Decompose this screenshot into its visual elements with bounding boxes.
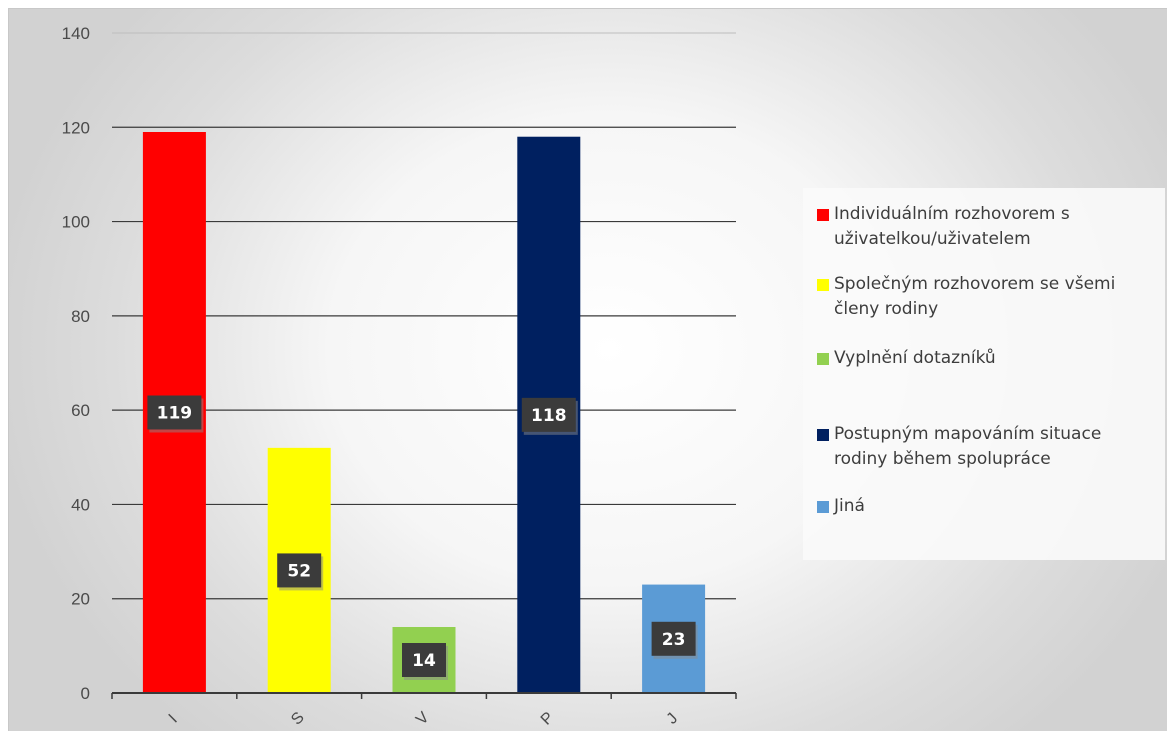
axes [111,692,737,699]
x-tick-label: I [166,711,181,726]
legend-item: Individuálním rozhovorem s uživatelkou/u… [817,202,1147,252]
legend-swatch [817,279,829,291]
legend-swatch [817,209,829,221]
legend-item: Vyplnění dotazníků [817,346,1147,371]
legend-swatch [817,429,829,441]
y-tick-labels: 0 20 40 60 80 100 120 140 [62,24,90,703]
legend-label: Jiná [834,496,865,516]
data-label-box [147,395,202,430]
legend: Individuálním rozhovorem s uživatelkou/u… [803,188,1165,560]
data-labels: 119 52 14 118 23 [147,395,698,680]
legend-swatch [817,501,829,513]
y-tick-label: 100 [62,213,90,232]
legend-label: Individuálním rozhovorem s uživatelkou/u… [834,204,1070,249]
y-tick-label: 120 [62,118,90,137]
x-tick-label: P [538,709,558,729]
legend-label: Postupným mapováním situace rodiny během… [834,424,1102,469]
data-label: 23 [662,630,686,650]
legend-item: Společným rozhovorem se všemi členy rodi… [817,272,1147,322]
x-tick-label: S [288,709,308,729]
data-label-box [651,621,696,656]
y-tick-label: 60 [71,401,90,420]
data-label: 119 [157,404,193,424]
y-tick-label: 20 [71,590,90,609]
data-label-box [402,643,446,677]
legend-swatch [817,353,829,365]
data-label: 14 [412,651,436,671]
gridlines [112,32,736,600]
legend-item: Postupným mapováním situace rodiny během… [817,422,1147,472]
data-label-box [277,553,322,588]
y-tick-label: 40 [71,495,90,514]
y-tick-label: 0 [81,684,90,703]
data-label: 52 [287,561,311,581]
y-tick-label: 140 [62,24,90,43]
legend-item: Jiná [817,494,1147,519]
legend-label: Společným rozhovorem se všemi členy rodi… [834,274,1116,319]
data-label-box [521,397,576,432]
bars [142,132,706,693]
legend-label: Vyplnění dotazníků [834,348,996,368]
data-label: 118 [531,406,567,426]
x-tick-label: J [664,710,682,728]
y-tick-label: 80 [71,307,90,326]
x-tick-label: V [413,709,433,729]
